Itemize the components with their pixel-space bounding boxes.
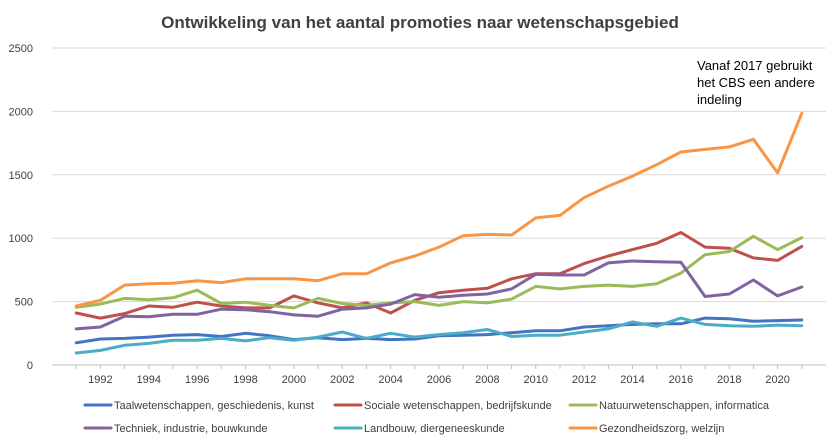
x-tick-label: 2002: [330, 374, 354, 386]
y-tick-label: 1500: [9, 170, 33, 182]
series-line-4: [74, 259, 804, 331]
legend-label: Natuurwetenschappen, informatica: [599, 400, 770, 412]
x-tick-label: 2016: [669, 374, 693, 386]
x-tick-label: 1992: [88, 374, 112, 386]
annotation-line-2: het CBS een andere: [697, 75, 815, 90]
x-tick-label: 1996: [185, 374, 209, 386]
legend-label: Taalwetenschappen, geschiedenis, kunst: [114, 400, 314, 412]
x-tick-label: 2014: [620, 374, 644, 386]
series-line-2: [74, 231, 804, 320]
legend-label: Landbouw, diergeneeskunde: [364, 423, 505, 435]
x-tick-label: 2010: [524, 374, 548, 386]
y-tick-label: 0: [27, 360, 33, 372]
legend: Taalwetenschappen, geschiedenis, kunst So…: [83, 400, 770, 435]
legend-label: Sociale wetenschappen, bedrijfskunde: [364, 400, 552, 412]
x-tick-label: 2006: [427, 374, 451, 386]
x-tick-label: 1998: [233, 374, 257, 386]
x-axis-ticks: 1992 1994 1996 1998 2000 2002 2004 2006 2008 2010…: [75, 365, 803, 386]
x-tick-label: 2008: [475, 374, 499, 386]
legend-label: Gezondheidszorg, welzijn: [599, 423, 724, 435]
x-tick-label: 2000: [282, 374, 306, 386]
y-tick-label: 2000: [9, 106, 33, 118]
annotation-line-1: Vanaf 2017 gebruikt: [697, 58, 813, 73]
annotation-line-3: indeling: [697, 92, 742, 107]
y-tick-label: 2500: [9, 43, 33, 55]
gridlines: [52, 47, 826, 366]
x-tick-label: 1994: [137, 374, 161, 386]
y-tick-label: 1000: [9, 233, 33, 245]
series-lines: [74, 111, 804, 355]
x-tick-label: 2012: [572, 374, 596, 386]
y-axis-ticks: 0 500 1000 1500 2000 2500: [9, 43, 33, 372]
series-line-5: [74, 316, 804, 355]
y-tick-label: 500: [15, 297, 33, 309]
x-tick-label: 2004: [378, 374, 402, 386]
series-line-3: [74, 234, 804, 310]
x-tick-label: 2018: [717, 374, 741, 386]
legend-label: Techniek, industrie, bouwkunde: [114, 423, 267, 435]
annotation: Vanaf 2017 gebruikt het CBS een andere i…: [697, 58, 815, 107]
x-tick-label: 2020: [765, 374, 789, 386]
chart-title: Ontwikkeling van het aantal promoties na…: [161, 13, 679, 32]
series-line-6: [74, 111, 804, 308]
